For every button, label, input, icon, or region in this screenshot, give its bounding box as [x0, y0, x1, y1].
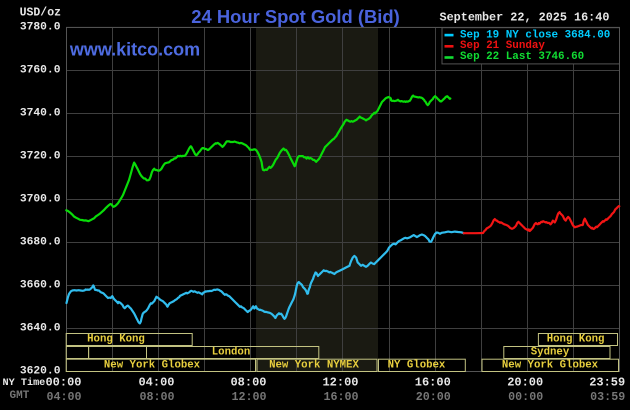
svg-text:London: London — [212, 347, 250, 359]
svg-text:NY Globex: NY Globex — [388, 359, 446, 371]
svg-text:3620.0: 3620.0 — [20, 365, 61, 377]
svg-text:Hong Kong: Hong Kong — [547, 334, 605, 346]
svg-text:New York Globex: New York Globex — [502, 359, 599, 371]
svg-text:3780.0: 3780.0 — [20, 21, 61, 33]
svg-text:USD/oz: USD/oz — [20, 7, 62, 20]
svg-text:Sep 22 Last 3746.60: Sep 22 Last 3746.60 — [460, 51, 584, 63]
svg-text:3740.0: 3740.0 — [20, 107, 61, 119]
svg-text:Sep 21 Sunday: Sep 21 Sunday — [460, 40, 545, 52]
svg-text:08:00: 08:00 — [230, 376, 266, 390]
svg-text:New York Globex: New York Globex — [104, 359, 201, 371]
svg-text:3640.0: 3640.0 — [20, 322, 61, 334]
svg-text:Sydney: Sydney — [531, 347, 570, 359]
svg-text:3700.0: 3700.0 — [20, 193, 61, 205]
svg-text:3760.0: 3760.0 — [20, 64, 61, 76]
svg-text:04:00: 04:00 — [46, 390, 81, 404]
svg-text:Hong Kong: Hong Kong — [87, 334, 145, 346]
svg-text:16:00: 16:00 — [323, 390, 358, 404]
svg-text:00:00: 00:00 — [508, 390, 543, 404]
svg-text:23:59: 23:59 — [589, 376, 625, 390]
svg-text:September 22, 2025 16:40: September 22, 2025 16:40 — [440, 11, 610, 25]
svg-text:GMT: GMT — [10, 390, 30, 402]
svg-text:Sep 19 NY close 3684.00: Sep 19 NY close 3684.00 — [460, 29, 610, 41]
svg-text:NY Time: NY Time — [3, 377, 46, 389]
svg-text:20:00: 20:00 — [416, 390, 451, 404]
svg-text:3680.0: 3680.0 — [20, 236, 61, 248]
svg-text:New York NYMEX: New York NYMEX — [269, 359, 359, 371]
svg-text:3720.0: 3720.0 — [20, 150, 61, 162]
svg-text:12:00: 12:00 — [231, 390, 266, 404]
svg-text:04:00: 04:00 — [138, 376, 174, 390]
svg-text:3660.0: 3660.0 — [20, 279, 61, 291]
svg-text:16:00: 16:00 — [415, 376, 451, 390]
svg-text:00:00: 00:00 — [45, 376, 81, 390]
svg-text:24 Hour Spot Gold (Bid): 24 Hour Spot Gold (Bid) — [191, 6, 399, 27]
svg-text:www.kitco.com: www.kitco.com — [69, 40, 200, 60]
svg-text:08:00: 08:00 — [139, 390, 174, 404]
svg-text:12:00: 12:00 — [322, 376, 358, 390]
svg-text:20:00: 20:00 — [507, 376, 543, 390]
svg-text:03:59: 03:59 — [590, 390, 625, 404]
